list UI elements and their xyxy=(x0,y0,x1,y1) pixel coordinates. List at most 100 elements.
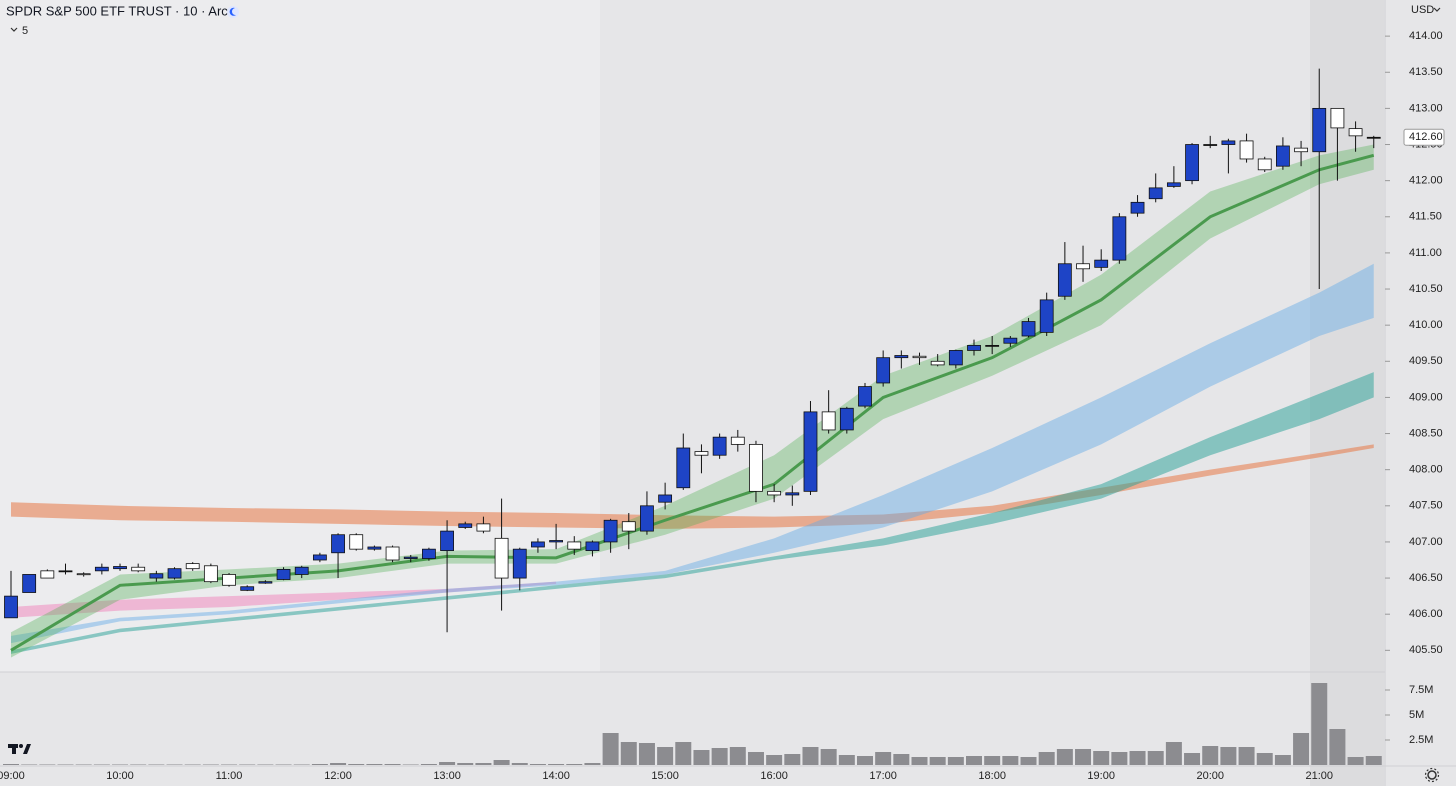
candle-body xyxy=(203,565,218,583)
candle-body xyxy=(912,355,927,359)
y-tick-label: 413.00 xyxy=(1409,102,1443,114)
indicator-count[interactable]: 5 xyxy=(22,25,28,37)
volume-bar xyxy=(675,742,692,765)
candle-body xyxy=(1166,182,1181,187)
candle-body xyxy=(222,574,236,586)
volume-bar xyxy=(784,754,801,765)
moon-icon xyxy=(229,7,236,16)
candle-body xyxy=(349,534,364,550)
candle-body xyxy=(240,586,255,591)
volume-bar xyxy=(1111,752,1128,765)
candle-body xyxy=(1112,216,1127,261)
x-tick-label: 12:00 xyxy=(324,770,352,782)
session-icon[interactable] xyxy=(227,6,239,18)
candle-body xyxy=(131,566,146,572)
currency-chevron xyxy=(1433,7,1441,12)
ma-band xyxy=(11,581,557,618)
candle-body xyxy=(367,546,382,550)
candle-body xyxy=(258,581,273,584)
y-tick-label: 409.00 xyxy=(1409,391,1443,403)
candle-body xyxy=(1330,107,1345,129)
volume-bar xyxy=(984,756,1001,765)
volume-bar xyxy=(657,747,674,765)
volume-bar xyxy=(3,764,19,765)
candle-body xyxy=(676,447,691,489)
candle-body xyxy=(730,436,745,445)
volume-bar xyxy=(93,764,110,765)
candle-body xyxy=(694,451,709,456)
candle-body xyxy=(1221,140,1236,145)
volume-bar xyxy=(820,749,837,765)
candle-body xyxy=(858,386,872,407)
candle-body xyxy=(512,548,527,579)
volume-bar xyxy=(602,733,619,765)
collapse-icon[interactable] xyxy=(10,27,18,32)
candle-body xyxy=(1257,158,1272,171)
candle-body xyxy=(567,541,582,550)
volume-bar xyxy=(856,756,873,765)
ma-band xyxy=(11,144,1374,658)
candle-body xyxy=(276,568,291,580)
candle-body xyxy=(76,573,91,576)
candle-body xyxy=(603,519,618,543)
logo xyxy=(8,744,31,754)
y-tick-label: 414.00 xyxy=(1409,30,1443,42)
y-tick-label: 408.50 xyxy=(1409,427,1443,439)
volume-bar xyxy=(929,757,946,765)
volume-bar xyxy=(911,757,928,765)
candle-body xyxy=(312,554,327,561)
x-tick-label: 14:00 xyxy=(542,770,570,782)
volume-bar xyxy=(566,764,583,765)
volume-bar xyxy=(1220,747,1237,765)
volume-bar xyxy=(1202,746,1219,765)
candle-body xyxy=(767,490,782,496)
volume-bar xyxy=(1038,752,1055,765)
candle-body xyxy=(1003,337,1018,344)
candle-body xyxy=(1294,147,1308,153)
volume-tick-label: 7.5M xyxy=(1409,684,1433,696)
candle-body xyxy=(185,563,200,570)
volume-bar xyxy=(693,750,710,765)
ema-line xyxy=(10,153,1375,652)
volume-bar xyxy=(348,764,365,765)
volume-tick-label: 5M xyxy=(1409,709,1424,721)
volume-bar xyxy=(1256,753,1273,765)
volume-bar xyxy=(638,743,655,765)
x-tick-label: 21:00 xyxy=(1305,770,1333,782)
x-tick-label: 13:00 xyxy=(433,770,461,782)
volume-bar xyxy=(493,760,510,765)
candle-body xyxy=(1348,128,1363,137)
volume-bar xyxy=(1238,747,1255,765)
volume-bar xyxy=(966,756,983,765)
y-tick-label: 405.50 xyxy=(1409,644,1443,656)
volume-bar xyxy=(548,764,565,765)
volume-bar xyxy=(439,762,456,765)
candle-body xyxy=(948,350,963,366)
volume-bar xyxy=(947,757,964,765)
candle-body xyxy=(294,566,309,575)
volume-bar xyxy=(766,755,783,765)
candle-body xyxy=(1185,144,1199,182)
volume-bar xyxy=(1020,757,1037,765)
volume-bar xyxy=(1165,742,1182,765)
x-tick-label: 19:00 xyxy=(1087,770,1115,782)
volume-bar xyxy=(711,748,728,765)
volume-bar xyxy=(1129,751,1146,765)
currency[interactable]: USD xyxy=(1411,4,1434,16)
candle-body xyxy=(658,494,673,503)
candle-body xyxy=(94,566,109,572)
volume-bar xyxy=(384,764,401,765)
x-tick-label: 15:00 xyxy=(651,770,679,782)
y-tick-label: 407.50 xyxy=(1409,500,1443,512)
volume-bar xyxy=(21,764,38,765)
volume-bar xyxy=(1347,757,1364,765)
last-price-box xyxy=(1403,128,1445,146)
y-tick-label: 411.50 xyxy=(1409,211,1442,223)
volume-bar xyxy=(202,764,219,765)
volume-bar xyxy=(584,763,601,765)
volume-bar xyxy=(184,764,201,765)
candle-body xyxy=(403,556,418,559)
settings-icon[interactable] xyxy=(1424,767,1440,783)
volume-bar xyxy=(1293,733,1310,765)
volume-bar xyxy=(457,763,474,765)
